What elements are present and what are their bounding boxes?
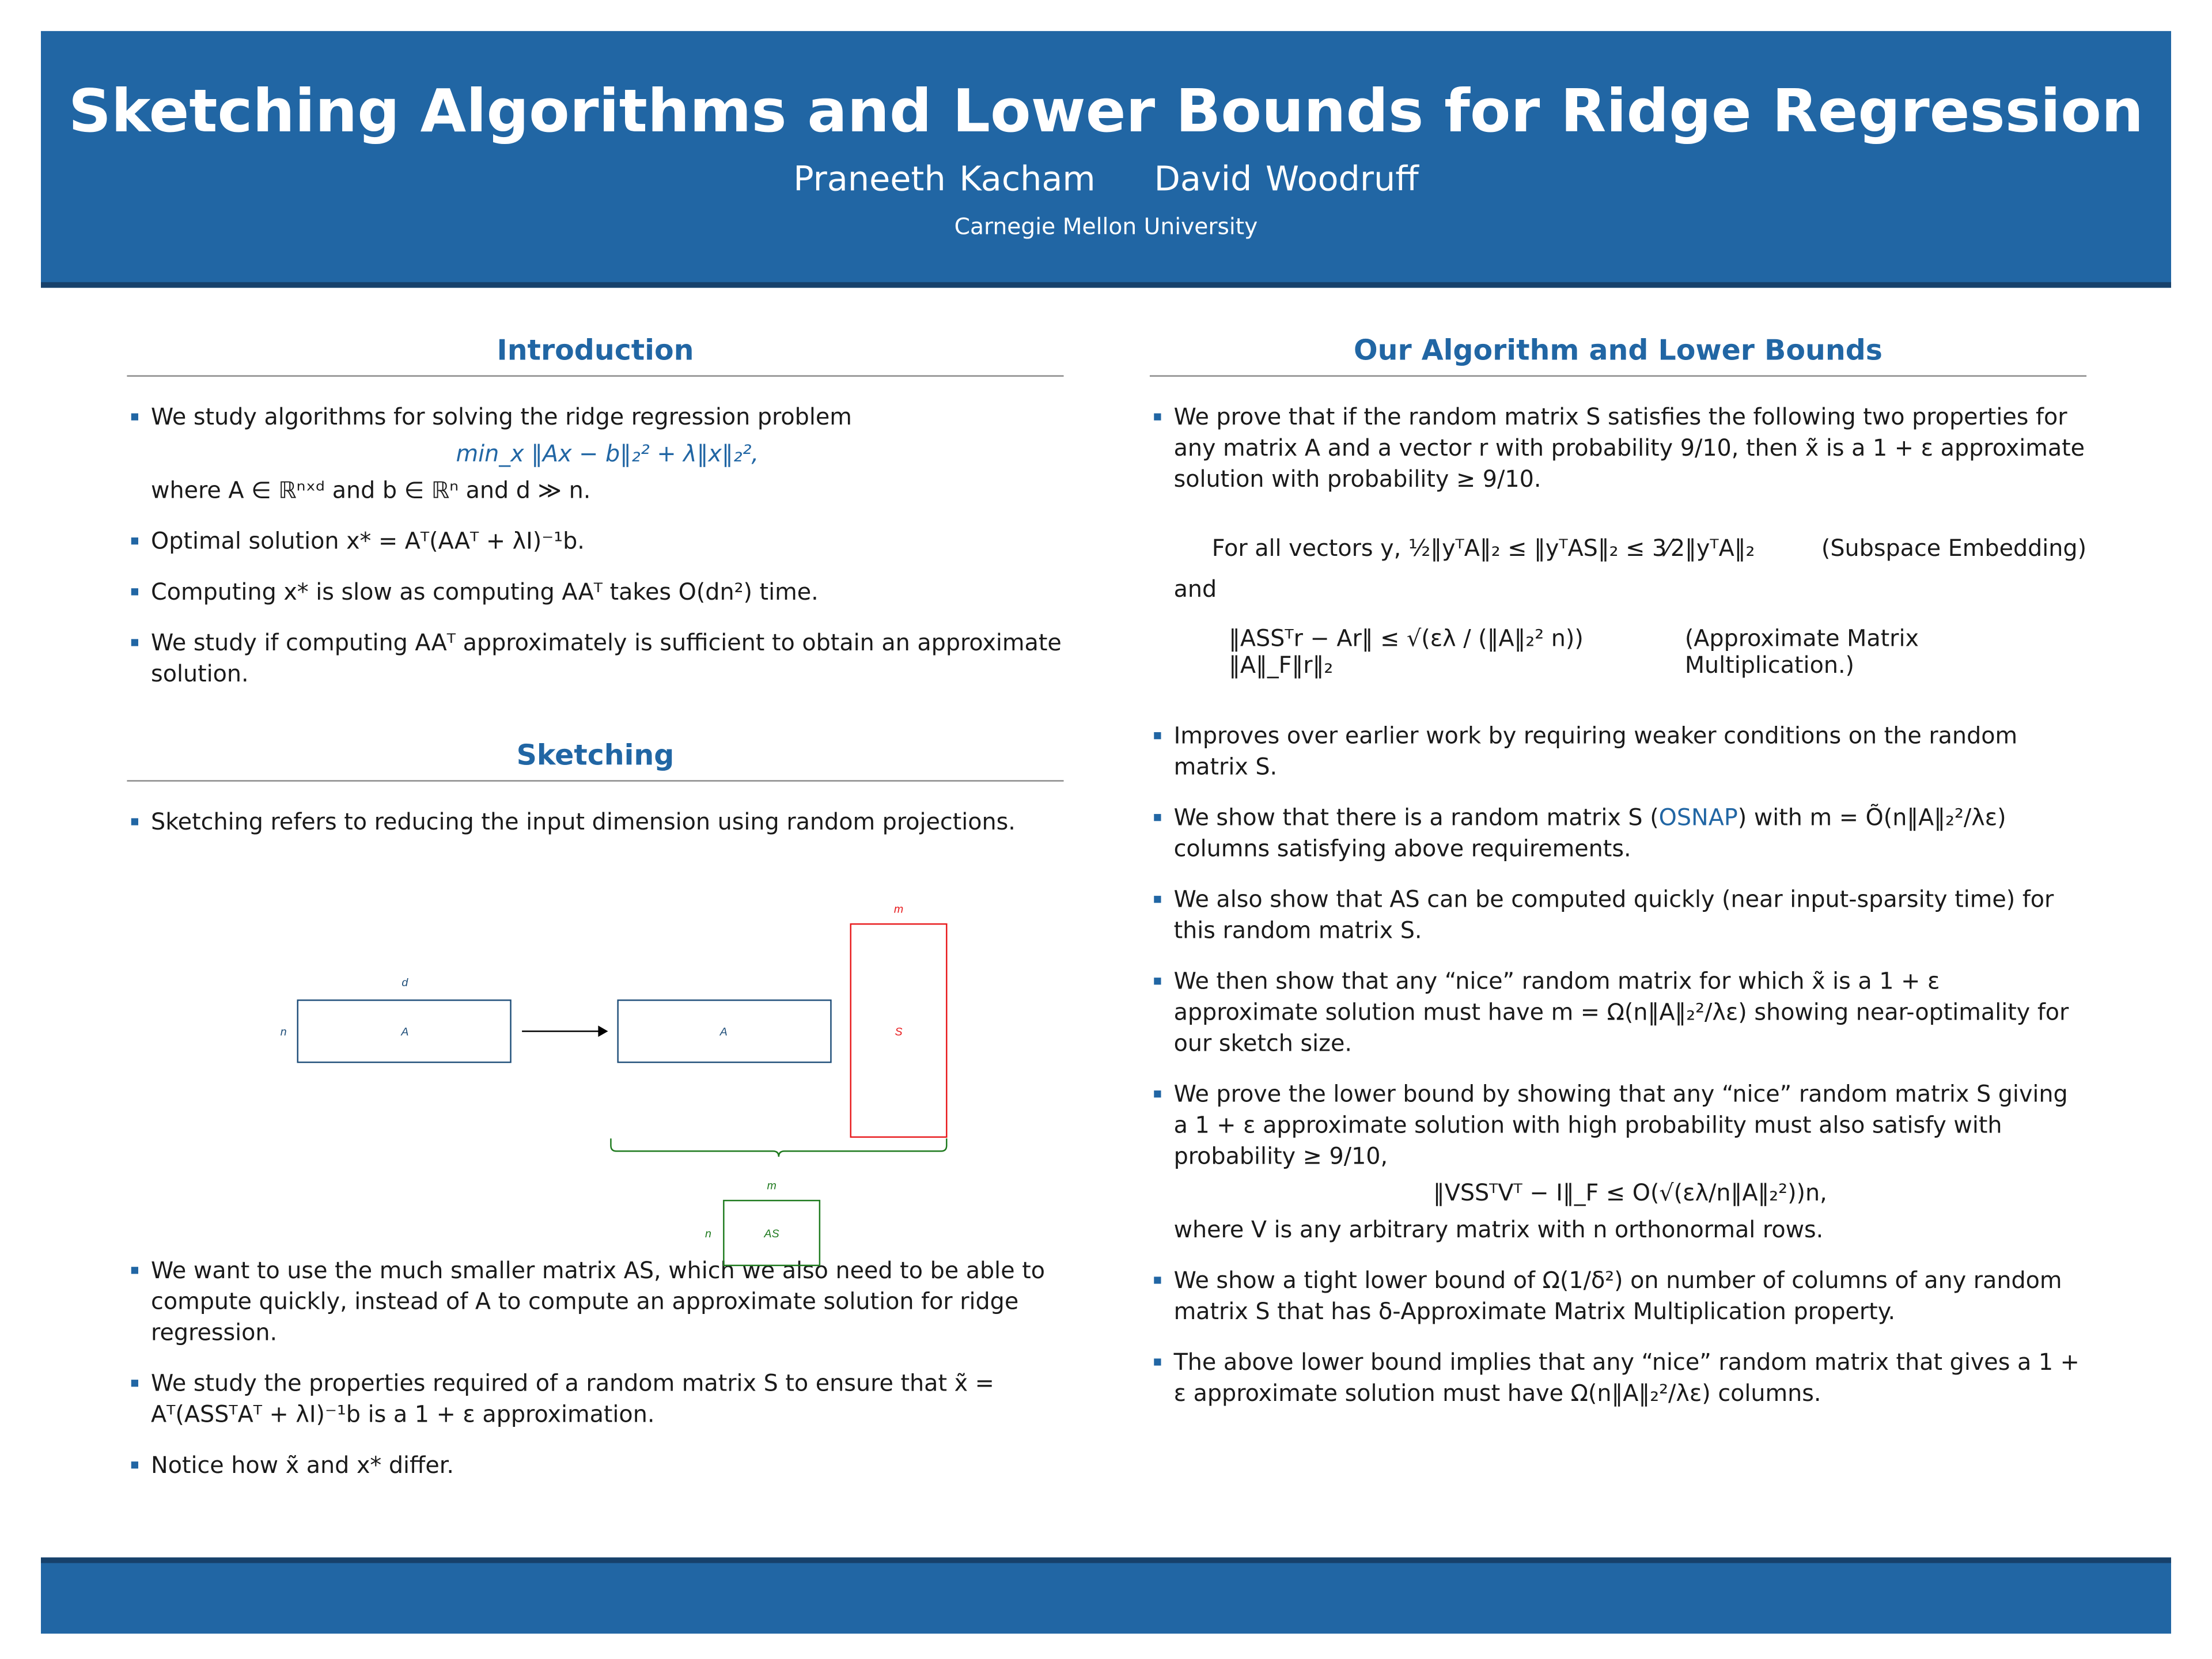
subspace-embedding-row: For all vectors y, ½‖yᵀA‖₂ ≤ ‖yᵀAS‖₂ ≤ 3… <box>1150 535 2086 562</box>
list-item: We show that there is a random matrix S … <box>1150 802 2086 865</box>
list-item: Computing x* is slow as computing AAᵀ ta… <box>127 577 1063 608</box>
matrix-S <box>850 923 948 1138</box>
matrix-S-label: S <box>895 1026 902 1039</box>
list-item: We also show that AS can be computed qui… <box>1150 885 2086 947</box>
amm-equation: ‖ASSᵀr − Ar‖ ≤ √(ελ / (‖A‖₂² n)) ‖A‖_F‖r… <box>1229 624 1584 679</box>
list-item: We study if computing AAᵀ approximately … <box>127 628 1063 690</box>
list-item: We show a tight lower bound of Ω(1/δ²) o… <box>1150 1266 2086 1328</box>
matrix-AS <box>723 1199 821 1266</box>
list-item: Sketching refers to reducing the input d… <box>127 807 1063 838</box>
dim-label-m: m <box>894 903 903 916</box>
bullet-text: We prove the lower bound by showing that… <box>1173 1080 2068 1170</box>
bullet-text: We show that there is a random matrix S … <box>1173 804 1659 831</box>
poster-footer <box>41 1557 2172 1634</box>
amm-row: ‖ASSᵀr − Ar‖ ≤ √(ελ / (‖A‖₂² n)) ‖A‖_F‖r… <box>1150 625 2086 679</box>
section-title-introduction: Introduction <box>127 333 1064 377</box>
poster-title: Sketching Algorithms and Lower Bounds fo… <box>68 76 2144 146</box>
osnap-link[interactable]: OSNAP <box>1658 804 1738 831</box>
poster-header: Sketching Algorithms and Lower Bounds fo… <box>41 31 2172 288</box>
author-list: Praneeth Kacham David Woodruff <box>41 160 2171 199</box>
matrix-AS-label: AS <box>764 1228 779 1240</box>
where-text: where V is any arbitrary matrix with n o… <box>1173 1216 1824 1243</box>
list-item: Notice how x̃ and x* differ. <box>127 1450 1063 1482</box>
list-item: We study the properties required of a ra… <box>127 1369 1063 1431</box>
section-title-sketching: Sketching <box>127 738 1064 782</box>
list-item: We study algorithms for solving the ridg… <box>127 402 1063 506</box>
subspace-equation: For all vectors y, ½‖yᵀA‖₂ ≤ ‖yᵀAS‖₂ ≤ 3… <box>1211 535 1755 562</box>
introduction-list: We study algorithms for solving the ridg… <box>127 402 1063 690</box>
subspace-label: (Subspace Embedding) <box>1821 535 2087 562</box>
right-column: Our Algorithm and Lower Bounds We prove … <box>1149 333 2087 1429</box>
algorithm-list: We prove that if the random matrix S sat… <box>1150 402 2086 495</box>
brace <box>610 1138 948 1157</box>
dim-label-n: n <box>281 1026 287 1039</box>
author: Praneeth Kacham <box>793 159 1096 199</box>
and-text: and <box>1173 575 1217 603</box>
algorithm-list-2: Improves over earlier work by requiring … <box>1150 721 2086 1409</box>
matrix-A-copy-label: A <box>719 1026 728 1039</box>
amm-label: (Approximate Matrix Multiplication.) <box>1684 624 1919 679</box>
lower-bound-equation: ‖VSSᵀVᵀ − I‖_F ≤ O(√(ελ/n‖A‖₂²))n, <box>1433 1179 1827 1206</box>
list-item: The above lower bound implies that any “… <box>1150 1347 2086 1410</box>
list-item: Optimal solution x* = Aᵀ(AAᵀ + λI)⁻¹b. <box>127 526 1063 557</box>
list-item: We want to use the much smaller matrix A… <box>127 1256 1063 1349</box>
left-column: Introduction We study algorithms for sol… <box>127 333 1064 1501</box>
list-item: We prove the lower bound by showing that… <box>1150 1079 2086 1245</box>
dim-label-d: d <box>402 976 408 989</box>
dim-label-n-as: n <box>705 1228 711 1240</box>
where-text: where A ∈ ℝⁿˣᵈ and b ∈ ℝⁿ and d ≫ n. <box>151 476 591 504</box>
list-item: Improves over earlier work by requiring … <box>1150 721 2086 783</box>
dim-label-m-as: m <box>767 1180 776 1192</box>
arrow-head <box>598 1025 608 1037</box>
matrix-A-label: A <box>400 1026 408 1039</box>
section-title-algorithm: Our Algorithm and Lower Bounds <box>1149 333 2087 377</box>
sketching-list: Sketching refers to reducing the input d… <box>127 807 1063 838</box>
list-item: We then show that any “nice” random matr… <box>1150 967 2086 1060</box>
matrix-A <box>297 999 512 1063</box>
bullet-text: ) with m = Õ(n‖A‖₂²/λε) columns satisfyi… <box>1173 804 2006 862</box>
matrix-A-copy <box>617 999 832 1063</box>
sketching-list-2: We want to use the much smaller matrix A… <box>127 1256 1063 1482</box>
affiliation: Carnegie Mellon University <box>954 213 1258 240</box>
ridge-equation: min_x ‖Ax − b‖₂² + λ‖x‖₂², <box>456 440 759 467</box>
author: David Woodruff <box>1154 159 1419 199</box>
list-item: We prove that if the random matrix S sat… <box>1150 402 2086 495</box>
bullet-text: We study algorithms for solving the ridg… <box>151 403 852 430</box>
